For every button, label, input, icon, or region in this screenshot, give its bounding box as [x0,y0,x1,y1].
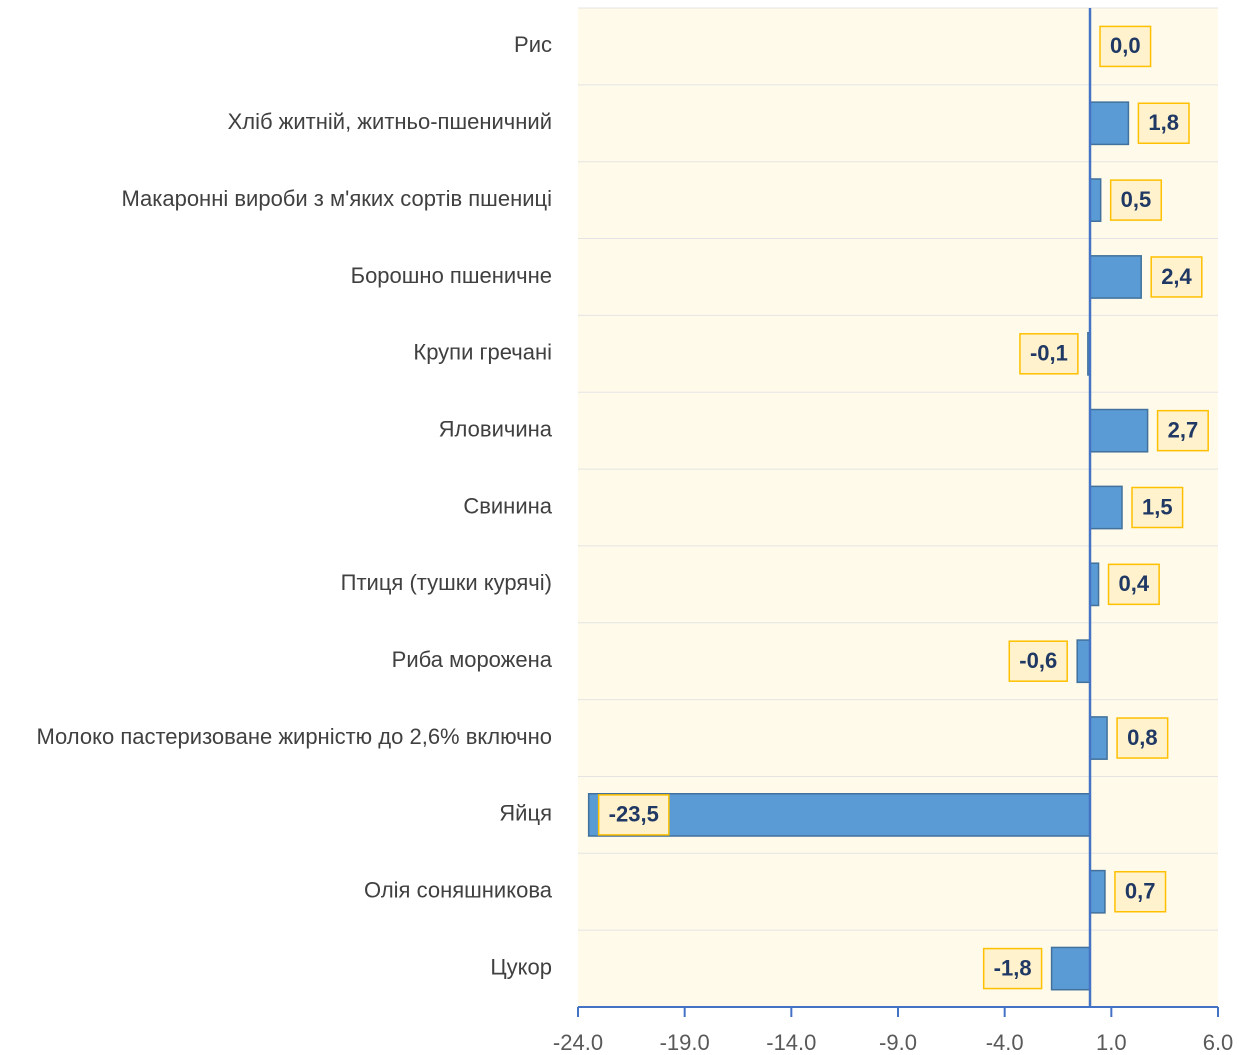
data-label: 2,4 [1150,256,1203,298]
category-label: Молоко пастеризоване жирністю до 2,6% вк… [36,724,552,749]
data-label-box [1156,409,1209,452]
data-label-text: 0,8 [1127,725,1158,750]
x-tick-label: -9.0 [879,1030,917,1055]
data-label-box [1150,256,1203,298]
data-label-box [1114,870,1167,913]
data-label: 1,8 [1137,102,1190,145]
category-label: Макаронні вироби з м'яких сортів пшениці [121,186,552,211]
bar [1089,255,1142,299]
data-label-text: 0,4 [1119,571,1150,596]
data-label: -0,6 [1008,640,1068,682]
bar [1089,562,1100,607]
x-tick-label: -4.0 [986,1030,1024,1055]
data-label: 2,7 [1156,409,1209,452]
data-label-box [1137,102,1190,145]
data-label-text: 1,8 [1148,110,1179,135]
data-label: 0,5 [1109,179,1163,221]
bar [1089,716,1108,760]
data-label: 0,4 [1107,563,1160,606]
data-label-text: 0,0 [1110,33,1141,58]
data-label-box [1116,717,1169,759]
bar [1076,639,1091,684]
data-label-box [1109,179,1163,221]
data-label: 0,0 [1099,25,1152,68]
data-label-text: -23,5 [609,802,659,827]
data-label-text: -0,6 [1019,648,1057,673]
data-label-box [1131,486,1184,529]
data-label-text: 2,4 [1161,264,1192,289]
category-label: Яловичина [439,416,553,441]
x-tick-label: 1.0 [1096,1030,1127,1055]
category-label: Крупи гречані [413,340,552,365]
data-label-box [1019,333,1079,375]
data-label: 0,7 [1114,870,1167,913]
data-label: 1,5 [1131,486,1184,529]
data-label: -0,1 [1019,333,1079,375]
data-label-box [1008,640,1068,682]
data-label-box [1107,563,1160,606]
category-label: Олія соняшникова [364,878,553,903]
data-label: -23,5 [597,794,670,836]
data-label-box [1099,25,1152,68]
x-tick-label: -19.0 [660,1030,710,1055]
x-tick-label: -24.0 [553,1030,603,1055]
data-label-box [982,947,1043,990]
bar [1050,946,1091,991]
x-tick-label: -14.0 [766,1030,816,1055]
category-label: Риба морожена [392,647,553,672]
bar [1089,485,1123,530]
category-label: Яйця [499,801,552,826]
category-label: Хліб житній, житньо-пшеничний [228,109,552,134]
data-label: 0,8 [1116,717,1169,759]
data-label-text: 1,5 [1142,494,1173,519]
data-label-box [597,794,670,836]
category-label: Рис [514,32,552,57]
category-label: Цукор [490,954,552,979]
data-label-text: 0,7 [1125,879,1156,904]
bar [1089,101,1130,146]
data-label-text: -0,1 [1030,341,1068,366]
bar [1089,178,1102,222]
data-label-text: 2,7 [1168,417,1199,442]
category-label: Свинина [463,493,552,518]
bar [1089,408,1149,453]
data-label-text: 0,5 [1121,187,1152,212]
bar [1089,869,1106,914]
category-label: Птиця (тушки курячі) [341,570,552,595]
data-label-text: -1,8 [994,955,1032,980]
x-tick-label: 6.0 [1203,1030,1234,1055]
data-label: -1,8 [982,947,1043,990]
category-label: Борошно пшеничне [351,263,552,288]
